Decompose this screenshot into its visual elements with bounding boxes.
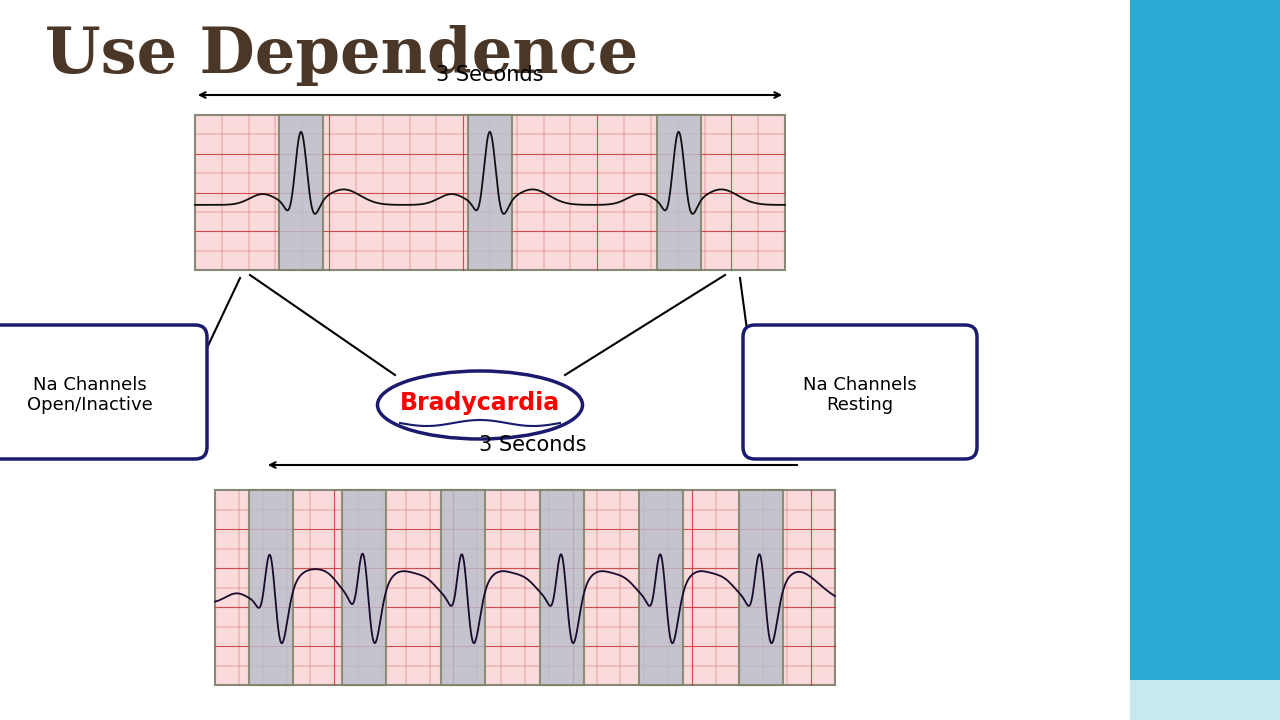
Bar [640, 490, 684, 685]
Bar [468, 115, 512, 270]
Bar [1130, 0, 1280, 680]
FancyBboxPatch shape [0, 325, 207, 459]
Bar [540, 490, 584, 685]
Text: 3 Seconds: 3 Seconds [436, 65, 544, 85]
Bar [215, 490, 835, 685]
Bar [342, 490, 385, 685]
Text: Use Dependence: Use Dependence [45, 24, 639, 86]
Ellipse shape [378, 371, 582, 439]
Text: Na Channels
Resting: Na Channels Resting [803, 376, 916, 415]
Bar [657, 115, 701, 270]
Bar [442, 490, 485, 685]
Text: Bradycardia: Bradycardia [399, 391, 561, 415]
Text: 3 Seconds: 3 Seconds [479, 435, 586, 455]
Bar [739, 490, 782, 685]
Bar [1130, 680, 1280, 720]
FancyBboxPatch shape [742, 325, 977, 459]
Bar [279, 115, 323, 270]
Bar [195, 115, 785, 270]
Text: Na Channels
Open/Inactive: Na Channels Open/Inactive [27, 376, 152, 415]
Bar [248, 490, 293, 685]
